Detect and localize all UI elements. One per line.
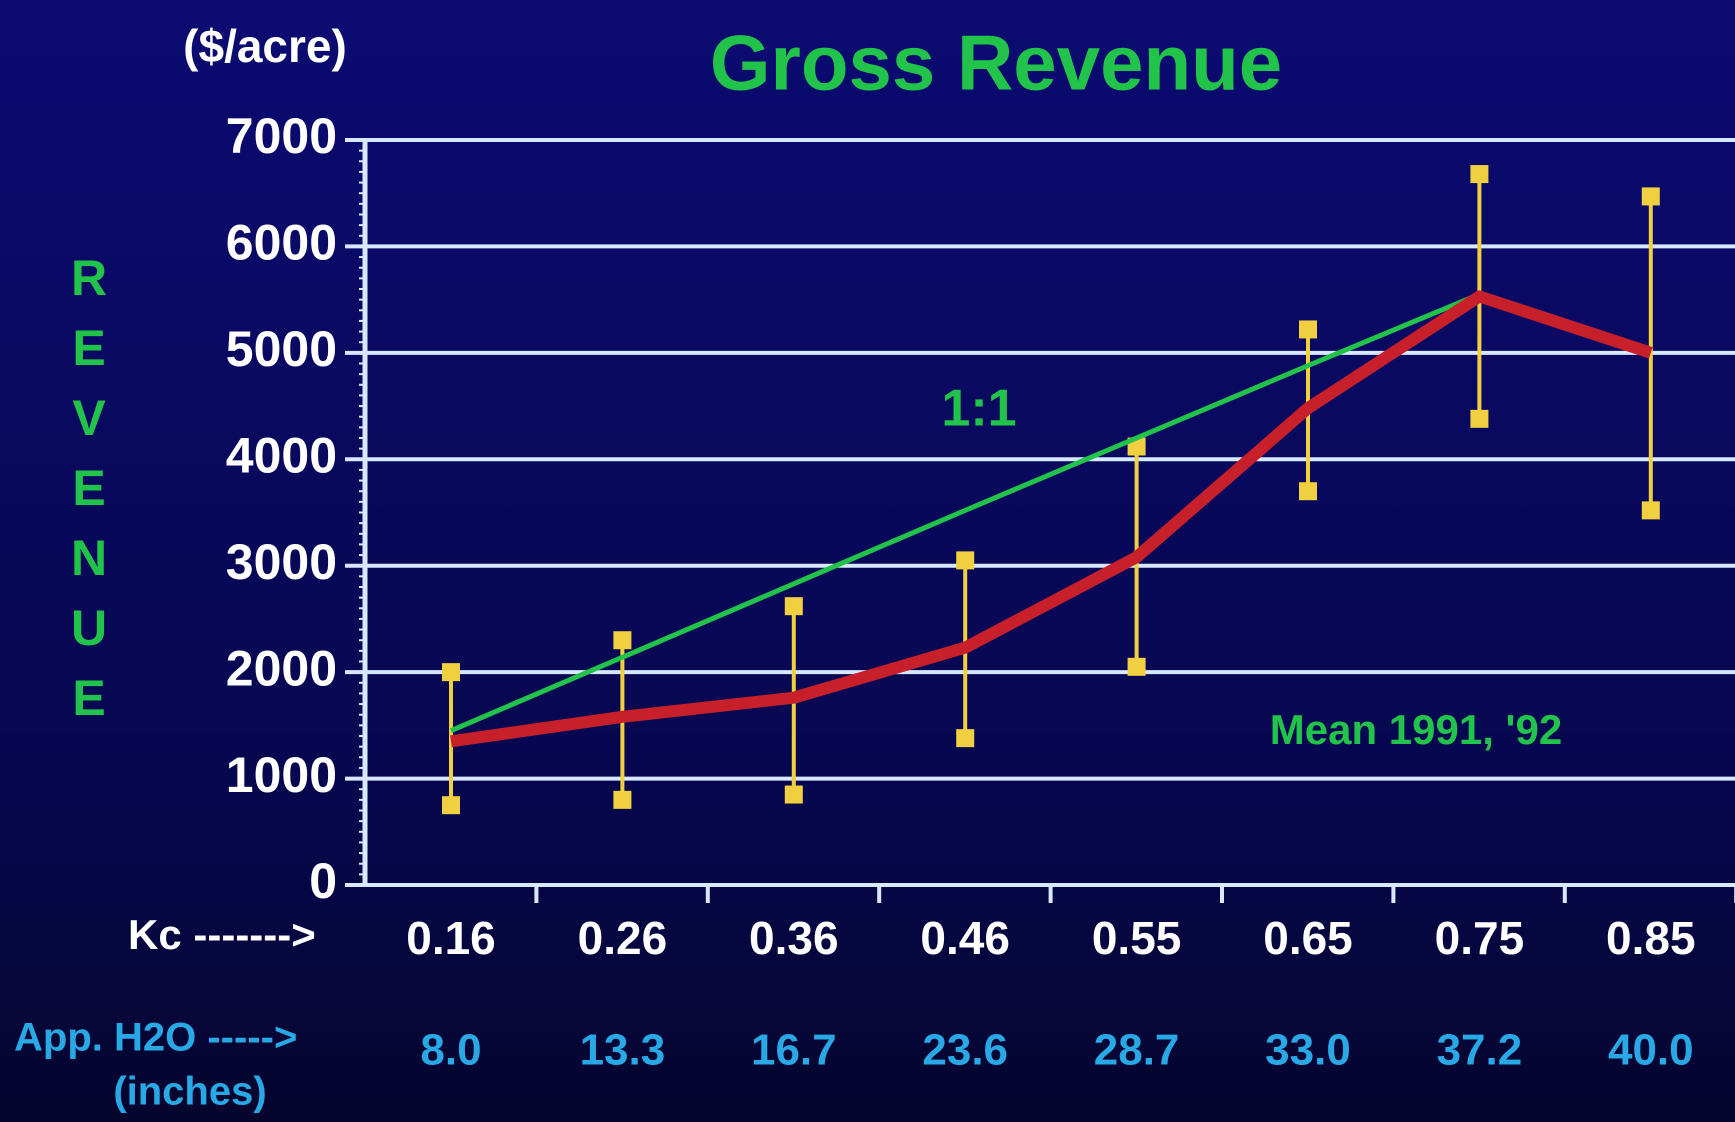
chart-title: Gross Revenue — [710, 19, 1282, 107]
second-row-value: 37.2 — [1437, 1026, 1523, 1075]
second-row-value: 40.0 — [1608, 1026, 1694, 1075]
error-cap — [442, 796, 460, 815]
second-row-value: 23.6 — [922, 1026, 1008, 1075]
category-row-label: Kc -------> — [128, 911, 316, 958]
error-cap — [1641, 187, 1660, 206]
error-cap — [956, 551, 975, 570]
y-tick-label: 6000 — [226, 215, 337, 271]
error-cap — [1299, 320, 1317, 339]
error-cap — [1470, 409, 1489, 428]
x-tick-label: 0.65 — [1263, 912, 1353, 964]
y-tick-label: 5000 — [226, 321, 337, 377]
second-row-value: 28.7 — [1094, 1026, 1180, 1075]
y-axis-label: REVENUE — [61, 250, 117, 740]
second-row-value: 33.0 — [1265, 1026, 1351, 1075]
series-label: Mean 1991, '92 — [1270, 706, 1563, 753]
error-cap — [784, 785, 803, 804]
second-row-value: 16.7 — [751, 1026, 837, 1075]
error-cap — [613, 790, 632, 809]
x-tick-label: 0.36 — [749, 912, 839, 964]
x-tick-label: 0.55 — [1092, 912, 1182, 964]
y-tick-label: 7000 — [226, 108, 337, 164]
series-label: 1:1 — [941, 380, 1016, 438]
x-tick-label: 0.46 — [920, 912, 1010, 964]
error-cap — [442, 663, 460, 682]
y-tick-label: 4000 — [226, 427, 337, 483]
error-cap — [956, 729, 975, 748]
error-cap — [1127, 657, 1146, 676]
error-cap — [613, 631, 632, 650]
y-tick-label: 3000 — [226, 534, 337, 590]
x-tick-label: 0.16 — [406, 912, 496, 964]
x-tick-label: 0.75 — [1435, 912, 1525, 964]
error-cap — [1299, 482, 1317, 501]
y-tick-label: 2000 — [226, 640, 337, 696]
x-tick-label: 0.26 — [578, 912, 668, 964]
error-cap — [1470, 165, 1489, 184]
second-row-unit: (inches) — [113, 1070, 266, 1114]
line — [450, 292, 1481, 733]
error-cap — [784, 597, 803, 616]
error-cap — [1641, 501, 1660, 520]
y-unit: ($/acre) — [183, 20, 347, 72]
second-row-value: 13.3 — [580, 1026, 666, 1075]
y-tick-label: 1000 — [226, 747, 337, 803]
second-row-label: App. H2O -----> — [14, 1016, 297, 1060]
line — [450, 290, 1653, 748]
x-tick-label: 0.85 — [1606, 912, 1696, 964]
second-row-value: 8.0 — [420, 1026, 481, 1075]
y-tick-label: 0 — [309, 853, 337, 909]
